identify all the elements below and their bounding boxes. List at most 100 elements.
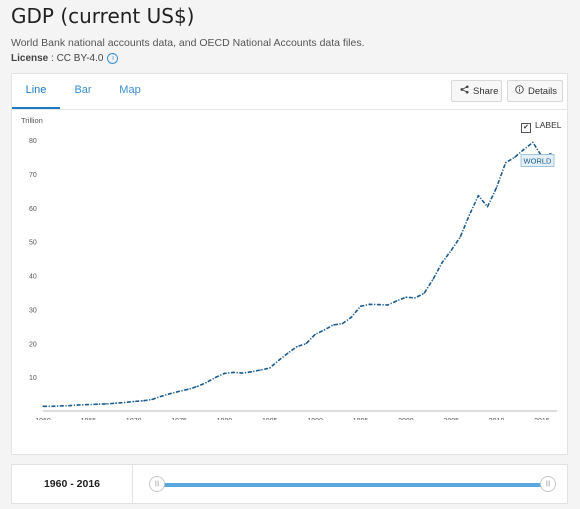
data-point [96,403,99,405]
time-range-bar: 1960 - 2016 ||| ||| [11,464,568,504]
y-tick-label: 80 [29,138,37,145]
data-point [468,214,470,216]
data-point [114,402,117,404]
data-point [532,141,534,143]
data-point [432,278,434,280]
data-point [323,329,325,331]
data-point [396,300,398,302]
label-toggle[interactable]: ✔ LABEL [521,120,561,133]
data-point [60,405,62,407]
data-point [368,303,371,305]
line-chart: 10 20 30 40 50 60 70 80 1960 1965 1970 1975 1980 1985… [29,138,557,420]
chart-card: Line Bar Map Share Details Trillion ✔ LAB… [11,73,568,455]
data-point [205,381,207,384]
x-tick-label: 1980 [217,418,233,420]
series-label-box [520,154,555,167]
data-point [341,323,343,325]
data-point [477,194,480,197]
range-start-handle[interactable]: ||| [149,476,165,492]
tab-line[interactable]: Line [12,74,60,109]
data-point [423,292,425,295]
data-point [69,404,71,407]
data-point [414,297,416,299]
data-point [169,393,171,395]
data-point [387,304,389,306]
data-point [241,372,244,374]
data-point [178,390,180,392]
y-tick-label: 70 [29,172,37,179]
y-tick-label: 30 [29,307,37,314]
data-point [187,388,189,390]
data-point [151,398,153,401]
x-tick-label: 1985 [262,418,278,420]
x-tick-label: 2015 [534,418,550,420]
license-label: License [11,53,49,64]
info-icon[interactable]: i [107,53,119,64]
data-point [42,405,44,407]
data-point [78,404,80,406]
series-label-world: WORLD [524,157,553,166]
data-point [196,386,198,388]
y-tick-label: 40 [29,274,37,281]
x-tick-label: 1965 [81,418,97,420]
range-end-handle[interactable]: ||| [540,476,556,492]
data-point [332,324,334,326]
data-point [105,403,108,405]
tab-bar[interactable]: Bar [74,84,92,96]
data-point [214,376,216,379]
data-point [223,372,226,374]
data-point [142,400,144,402]
data-point [251,371,253,373]
y-axis-unit: Trillion [21,116,43,125]
tab-divider [12,109,567,110]
series-line-world [43,141,552,408]
info-circle-icon [515,81,524,103]
data-point [550,152,552,155]
x-tick-label: 2000 [398,418,414,420]
x-tick-label: 1975 [171,418,187,420]
label-checkbox[interactable]: ✔ [521,123,531,133]
data-point [486,206,489,208]
data-point [260,369,262,371]
data-point [232,371,235,373]
x-tick-label: 1960 [35,418,51,420]
share-icon [460,81,469,103]
data-point [124,401,126,404]
x-tick-label: 1970 [126,418,142,420]
details-button[interactable]: Details [507,80,563,102]
data-point [495,186,498,189]
page-title: GDP (current US$) [11,4,195,28]
data-point [523,148,525,151]
label-toggle-text: LABEL [535,120,562,130]
data-point [296,346,298,348]
x-tick-label: 2010 [489,418,505,420]
share-button[interactable]: Share [451,80,502,102]
x-tick-label: 2005 [443,418,459,420]
details-label: Details [528,86,558,97]
license-line: License : CC BY-4.0 i [11,53,119,64]
data-point [378,304,380,306]
data-point [269,367,271,369]
data-point [87,403,89,406]
x-tick-label: 1990 [307,418,323,420]
y-tick-label: 50 [29,240,37,247]
data-point [160,395,162,398]
data-point [287,352,289,354]
tab-map[interactable]: Map [119,84,141,96]
data-point [514,156,516,158]
data-point [133,400,135,403]
source-description: World Bank national accounts data, and O… [11,37,365,49]
data-point [314,333,316,336]
data-point [51,405,53,407]
data-point [359,305,362,307]
y-tick-label: 20 [29,341,37,348]
data-point [405,296,407,298]
data-point [459,236,461,238]
data-point [441,262,443,264]
data-point [305,342,307,345]
range-label: 1960 - 2016 [12,465,133,503]
range-slider-track[interactable] [158,483,550,487]
data-point [450,249,452,252]
x-tick-label: 1995 [353,418,369,420]
share-label: Share [473,86,499,97]
